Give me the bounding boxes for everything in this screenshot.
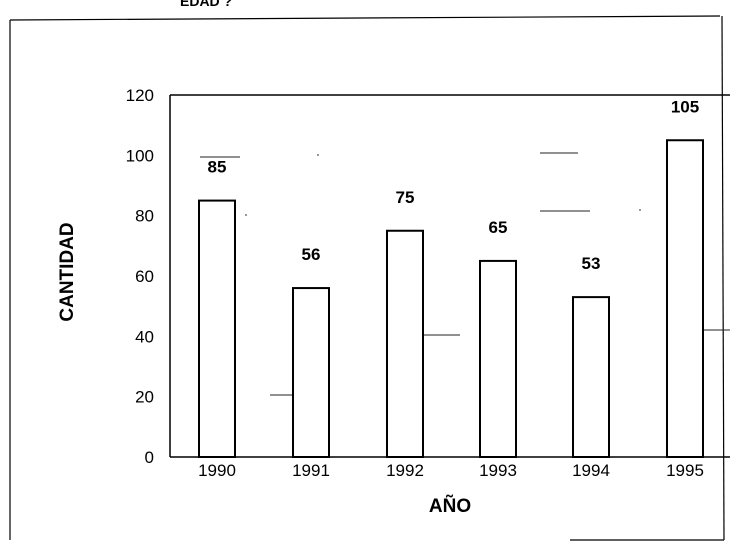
y-ticks: 0 20 40 60 80 100 120 [126,86,154,467]
bar-1990 [198,199,236,458]
y-tick-label: 60 [135,267,154,286]
x-tick-label: 1992 [386,461,424,480]
bar-1991 [292,287,330,459]
x-axis-title: AÑO [429,495,471,517]
scan-artifacts [200,152,730,411]
data-label: 85 [208,158,227,177]
x-tick-label: 1993 [479,461,517,480]
y-axis-title: CANTIDAD [57,222,78,321]
bar-1995 [666,139,704,458]
y-tick-label: 20 [135,388,154,407]
x-ticks: 1990 1991 1992 1993 1994 1995 [198,461,704,480]
x-tick-label: 1990 [198,461,236,480]
y-tick-label: 0 [145,448,154,467]
data-label: 65 [489,218,508,237]
y-tick-label: 80 [135,207,154,226]
data-label: 75 [396,188,415,207]
data-label: 53 [582,254,601,273]
header-fragment: EDAD ? [180,0,232,9]
bar-1994 [572,296,610,458]
chart-frame [9,15,725,541]
y-tick-label: 100 [126,146,154,165]
bar-1992 [386,229,424,458]
y-tick-label: 40 [135,327,154,346]
data-label: 105 [671,97,699,116]
data-labels: 85 56 75 65 53 105 [208,97,700,273]
x-tick-label: 1994 [572,461,610,480]
bar-1993 [479,259,517,458]
x-tick-label: 1991 [292,461,330,480]
data-label: 56 [302,245,321,264]
bars [198,139,704,459]
x-tick-label: 1995 [666,461,704,480]
y-tick-label: 120 [126,86,154,105]
